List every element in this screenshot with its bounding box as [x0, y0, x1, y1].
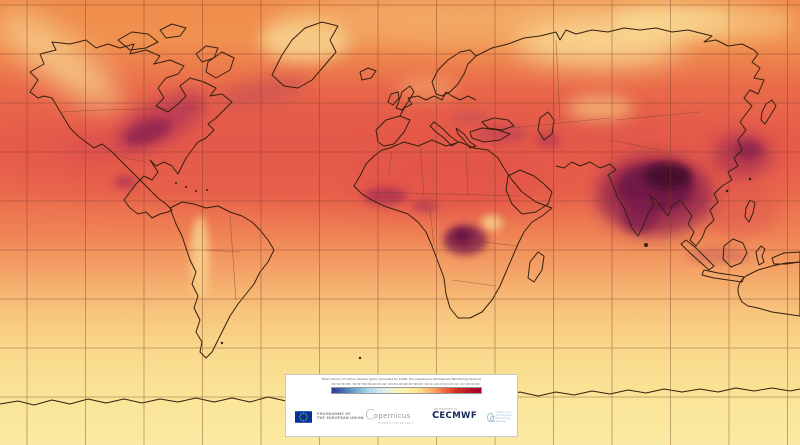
legend-panel: Total column of carbon dioxide (ppm) (pr…: [285, 374, 518, 437]
copernicus-tagline: EUROPE'S EYES ON EARTH: [378, 422, 414, 425]
colorbar-tick: 402: [382, 383, 388, 386]
colorbar-tick: 412: [434, 383, 439, 386]
colorbar-tick: 416: [454, 383, 460, 386]
colorbar-tick: 409: [418, 383, 424, 386]
colorbar-tick: 397: [356, 383, 362, 386]
colorbar: [331, 387, 482, 394]
legend-title: Total column of carbon dioxide (ppm) (pr…: [321, 378, 482, 381]
colorbar-tick: 415: [449, 383, 454, 386]
colorbar-tick: 399: [367, 383, 372, 386]
colorbar-tick: 410: [423, 383, 429, 386]
cams-globe-icon: [487, 412, 496, 422]
colorbar-tick: 411: [428, 383, 434, 386]
colorbar-tick: 392: [331, 383, 336, 386]
colorbar-tick: 420: [475, 383, 480, 386]
ecmwf-logo: IMPLEMENTED BY C ECMWF: [432, 408, 478, 421]
heat-field: [0, 0, 800, 300]
colorbar-tick: 417: [459, 383, 465, 386]
colorbar-tick: 405: [398, 383, 403, 386]
colorbar-tick: 413: [439, 383, 444, 386]
colorbar-tick: 401: [377, 383, 382, 386]
cams-logo: Copernicus Atmosphere Monitoring Service: [487, 411, 517, 423]
colorbar-tick: 408: [413, 383, 418, 386]
eu-flag-logo: [295, 411, 312, 423]
colorbar-tick: 404: [392, 383, 398, 386]
copernicus-swirl-icon: C: [365, 407, 375, 424]
colorbar-tick: 398: [362, 383, 367, 386]
eu-programme-label: PROGRAMME OF THE EUROPEAN UNION: [317, 412, 364, 421]
ecmwf-c-icon: C: [432, 410, 440, 421]
implemented-by-label: IMPLEMENTED BY: [434, 408, 458, 411]
colorbar-tick: 395: [346, 383, 352, 386]
copernicus-logo: Copernicus EUROPE'S EYES ON EARTH: [365, 407, 414, 426]
colorbar-tick: 400: [372, 383, 377, 386]
colorbar-tick: 393: [336, 383, 341, 386]
coastlines: [0, 21, 800, 406]
colorbar-tick: 419: [470, 383, 475, 386]
colorbar-tick: 418: [464, 383, 470, 386]
colorbar-tick: 396: [351, 383, 357, 386]
colorbar-tick: 414: [444, 383, 449, 386]
colorbar-tick: 394: [341, 383, 346, 386]
colorbar-tick: 403: [387, 383, 393, 386]
colorbar-ticks: 392 393 394 395 396 397 398 399 400 401 402 403 404 4…: [331, 383, 480, 386]
colorbar-tick: 406: [403, 383, 408, 386]
colorbar-tick: 407: [408, 383, 413, 386]
